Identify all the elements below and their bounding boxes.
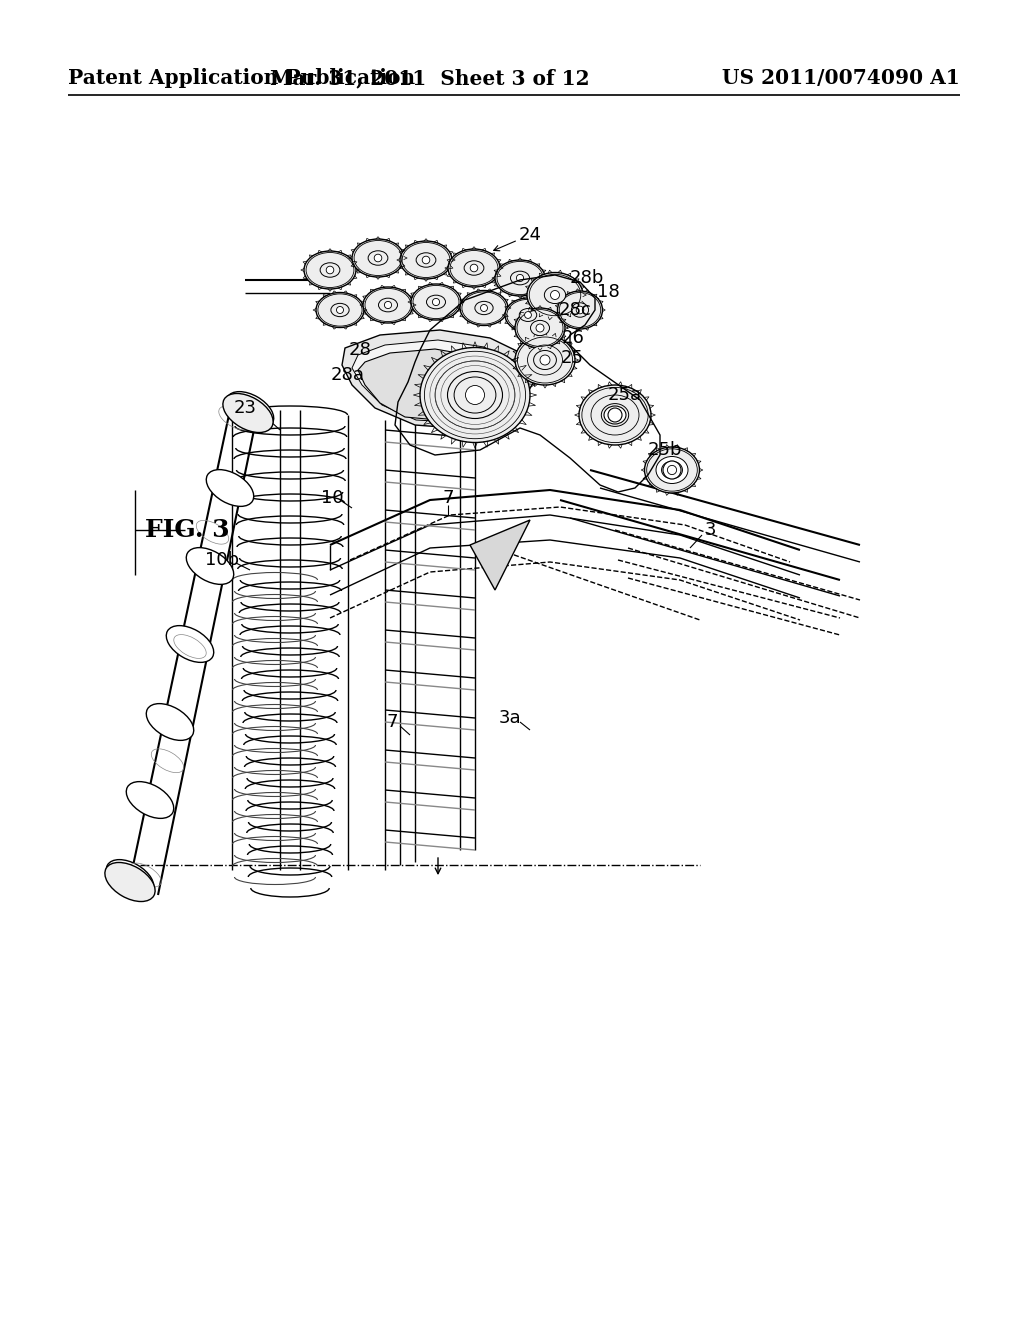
Ellipse shape — [519, 309, 537, 322]
Polygon shape — [470, 520, 530, 590]
Circle shape — [327, 267, 334, 273]
Polygon shape — [342, 330, 535, 428]
Text: 25a: 25a — [608, 385, 642, 404]
Ellipse shape — [515, 335, 575, 385]
Ellipse shape — [146, 704, 194, 741]
Ellipse shape — [662, 461, 682, 479]
Ellipse shape — [534, 351, 556, 370]
Ellipse shape — [352, 239, 404, 277]
Circle shape — [422, 256, 430, 264]
Ellipse shape — [579, 385, 651, 445]
Text: 10b: 10b — [205, 550, 239, 569]
Ellipse shape — [206, 470, 254, 507]
Circle shape — [540, 355, 550, 366]
Ellipse shape — [186, 548, 233, 585]
Text: 25: 25 — [560, 348, 584, 367]
Ellipse shape — [304, 251, 356, 289]
Ellipse shape — [362, 286, 413, 323]
Ellipse shape — [511, 271, 529, 285]
Ellipse shape — [604, 407, 626, 424]
Text: 18: 18 — [597, 282, 620, 301]
Text: 7: 7 — [386, 713, 397, 731]
Ellipse shape — [530, 321, 550, 335]
Polygon shape — [352, 341, 520, 422]
Ellipse shape — [449, 249, 500, 286]
Circle shape — [384, 301, 391, 309]
Circle shape — [432, 298, 439, 306]
Ellipse shape — [591, 395, 639, 436]
Text: 24: 24 — [518, 226, 542, 244]
Circle shape — [608, 408, 622, 422]
Text: 28c: 28c — [559, 301, 592, 319]
Text: 10: 10 — [321, 488, 343, 507]
Ellipse shape — [368, 251, 388, 265]
Text: 25b: 25b — [648, 441, 682, 459]
Text: 26: 26 — [561, 329, 585, 347]
Ellipse shape — [331, 304, 349, 317]
Ellipse shape — [601, 404, 629, 426]
Ellipse shape — [223, 393, 273, 433]
Circle shape — [470, 264, 478, 272]
Circle shape — [577, 306, 584, 314]
Circle shape — [524, 312, 531, 318]
Ellipse shape — [571, 302, 589, 317]
Ellipse shape — [420, 347, 530, 442]
Ellipse shape — [411, 284, 461, 319]
Circle shape — [337, 306, 343, 314]
Circle shape — [551, 290, 559, 300]
Text: 28: 28 — [348, 341, 372, 359]
Ellipse shape — [416, 253, 436, 267]
Ellipse shape — [644, 447, 699, 492]
Ellipse shape — [104, 862, 155, 902]
Ellipse shape — [126, 781, 174, 818]
Ellipse shape — [545, 286, 565, 304]
Circle shape — [609, 409, 621, 421]
Ellipse shape — [656, 457, 688, 483]
Text: 7: 7 — [442, 488, 454, 507]
Circle shape — [466, 385, 484, 404]
Ellipse shape — [379, 298, 397, 312]
Circle shape — [663, 461, 681, 479]
Ellipse shape — [460, 290, 508, 326]
Text: US 2011/0074090 A1: US 2011/0074090 A1 — [722, 69, 961, 88]
Ellipse shape — [447, 371, 503, 418]
Text: Mar. 31, 2011  Sheet 3 of 12: Mar. 31, 2011 Sheet 3 of 12 — [270, 69, 590, 88]
Ellipse shape — [475, 301, 494, 314]
Text: Patent Application Publication: Patent Application Publication — [68, 69, 415, 88]
Ellipse shape — [321, 263, 340, 277]
Text: 28b: 28b — [569, 269, 604, 286]
Ellipse shape — [427, 296, 445, 309]
Circle shape — [536, 323, 544, 333]
Ellipse shape — [316, 293, 364, 327]
Ellipse shape — [106, 859, 154, 896]
Text: 3a: 3a — [499, 709, 521, 727]
Ellipse shape — [400, 242, 452, 279]
Text: 3: 3 — [705, 521, 716, 539]
Ellipse shape — [505, 298, 551, 333]
Ellipse shape — [557, 290, 602, 329]
Circle shape — [668, 466, 677, 475]
Text: 28a: 28a — [331, 366, 365, 384]
Text: FIG. 3: FIG. 3 — [145, 517, 229, 543]
Ellipse shape — [495, 260, 545, 296]
Polygon shape — [358, 348, 505, 420]
Ellipse shape — [515, 308, 565, 348]
Text: 23: 23 — [233, 399, 256, 417]
Ellipse shape — [527, 272, 583, 318]
Ellipse shape — [527, 345, 562, 375]
Ellipse shape — [166, 626, 214, 663]
Ellipse shape — [226, 392, 273, 429]
Ellipse shape — [454, 378, 496, 413]
Circle shape — [480, 305, 487, 312]
Ellipse shape — [464, 261, 484, 276]
Circle shape — [374, 255, 382, 261]
Circle shape — [516, 275, 523, 281]
